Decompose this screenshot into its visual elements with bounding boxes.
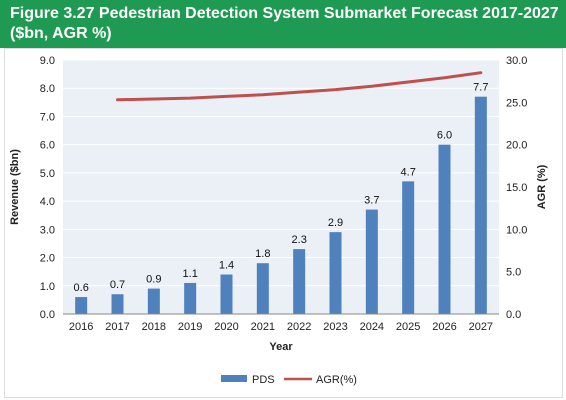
bar [147, 288, 160, 314]
y2-tick-label: 5.0 [506, 267, 521, 279]
bar [256, 263, 269, 314]
bar-data-label: 0.7 [110, 279, 125, 291]
x-tick-label: 2020 [214, 321, 238, 333]
plot-area [63, 60, 499, 314]
y-tick-label: 6.0 [40, 140, 55, 152]
bar-data-label: 0.6 [74, 282, 89, 294]
y-tick-label: 0.0 [40, 309, 55, 321]
bar-data-label: 4.7 [401, 166, 416, 178]
bar-data-label: 2.3 [292, 234, 307, 246]
bar-data-label: 1.4 [219, 259, 234, 271]
x-tick-label: 2025 [396, 321, 420, 333]
x-tick-label: 2019 [178, 321, 202, 333]
y-tick-label: 1.0 [40, 281, 55, 293]
bar [365, 209, 378, 314]
y-tick-label: 7.0 [40, 111, 55, 123]
y2-axis-title: AGR (%) [536, 164, 548, 209]
bar [111, 294, 124, 314]
x-axis-ticks: 2016 2017 2018 2019 2020 2021 2022 2023 2024 2025… [69, 321, 493, 333]
bar-data-label: 0.9 [146, 274, 161, 286]
bar [329, 232, 342, 314]
x-tick-label: 2017 [105, 321, 129, 333]
x-tick-label: 2016 [69, 321, 93, 333]
y-axis-ticks: 0.0 1.0 2.0 3.0 4.0 5.0 6.0 7.0 8.0 9.0 [40, 55, 55, 321]
x-tick-label: 2027 [469, 321, 493, 333]
bar-data-label: 6.0 [437, 130, 452, 142]
bar [474, 96, 487, 314]
y2-axis-ticks: 0.0 5.0 10.0 15.0 20.0 25.0 30.0 [506, 55, 527, 321]
bar-data-label: 1.8 [255, 248, 270, 260]
x-axis-title: Year [269, 341, 293, 353]
y-axis-title: Revenue ($bn) [9, 149, 21, 225]
y2-tick-label: 10.0 [506, 224, 527, 236]
x-tick-label: 2023 [323, 321, 347, 333]
bar [220, 274, 233, 314]
y2-tick-label: 15.0 [506, 182, 527, 194]
y-tick-label: 9.0 [40, 55, 55, 67]
x-tick-label: 2021 [251, 321, 275, 333]
y-tick-label: 8.0 [40, 83, 55, 95]
bar-data-label: 3.7 [364, 195, 379, 207]
figure-header: Figure 3.27 Pedestrian Detection System … [0, 0, 566, 48]
y-tick-label: 3.0 [40, 224, 55, 236]
legend-label-pds: PDS [252, 374, 275, 386]
x-tick-label: 2022 [287, 321, 311, 333]
bar [438, 144, 451, 314]
y2-tick-label: 0.0 [506, 309, 521, 321]
legend-label-agr: AGR(%) [316, 374, 357, 386]
bar [293, 249, 306, 314]
y2-tick-label: 20.0 [506, 140, 527, 152]
y-tick-label: 4.0 [40, 196, 55, 208]
y2-tick-label: 25.0 [506, 97, 527, 109]
bar-data-labels: 0.6 0.7 0.9 1.1 1.4 1.8 2.3 2.9 3.7 4.7 6.0 7.7 [74, 82, 489, 294]
legend-swatch-bar [221, 375, 247, 382]
bar-series [75, 96, 487, 314]
x-tick-label: 2024 [360, 321, 384, 333]
bar-data-label: 7.7 [473, 82, 488, 94]
legend: PDS AGR(%) [221, 374, 357, 386]
x-tick-label: 2026 [432, 321, 456, 333]
y2-tick-label: 30.0 [506, 55, 527, 67]
bar [402, 181, 415, 314]
x-tick-label: 2018 [142, 321, 166, 333]
y-tick-label: 2.0 [40, 253, 55, 265]
y-tick-label: 5.0 [40, 168, 55, 180]
bar [184, 282, 197, 314]
figure-title: Figure 3.27 Pedestrian Detection System … [10, 5, 559, 42]
agr-line [116, 71, 483, 102]
bar-data-label: 2.9 [328, 217, 343, 229]
bar [75, 297, 88, 314]
agr-line-series [116, 71, 483, 102]
bar-data-label: 1.1 [183, 268, 198, 280]
